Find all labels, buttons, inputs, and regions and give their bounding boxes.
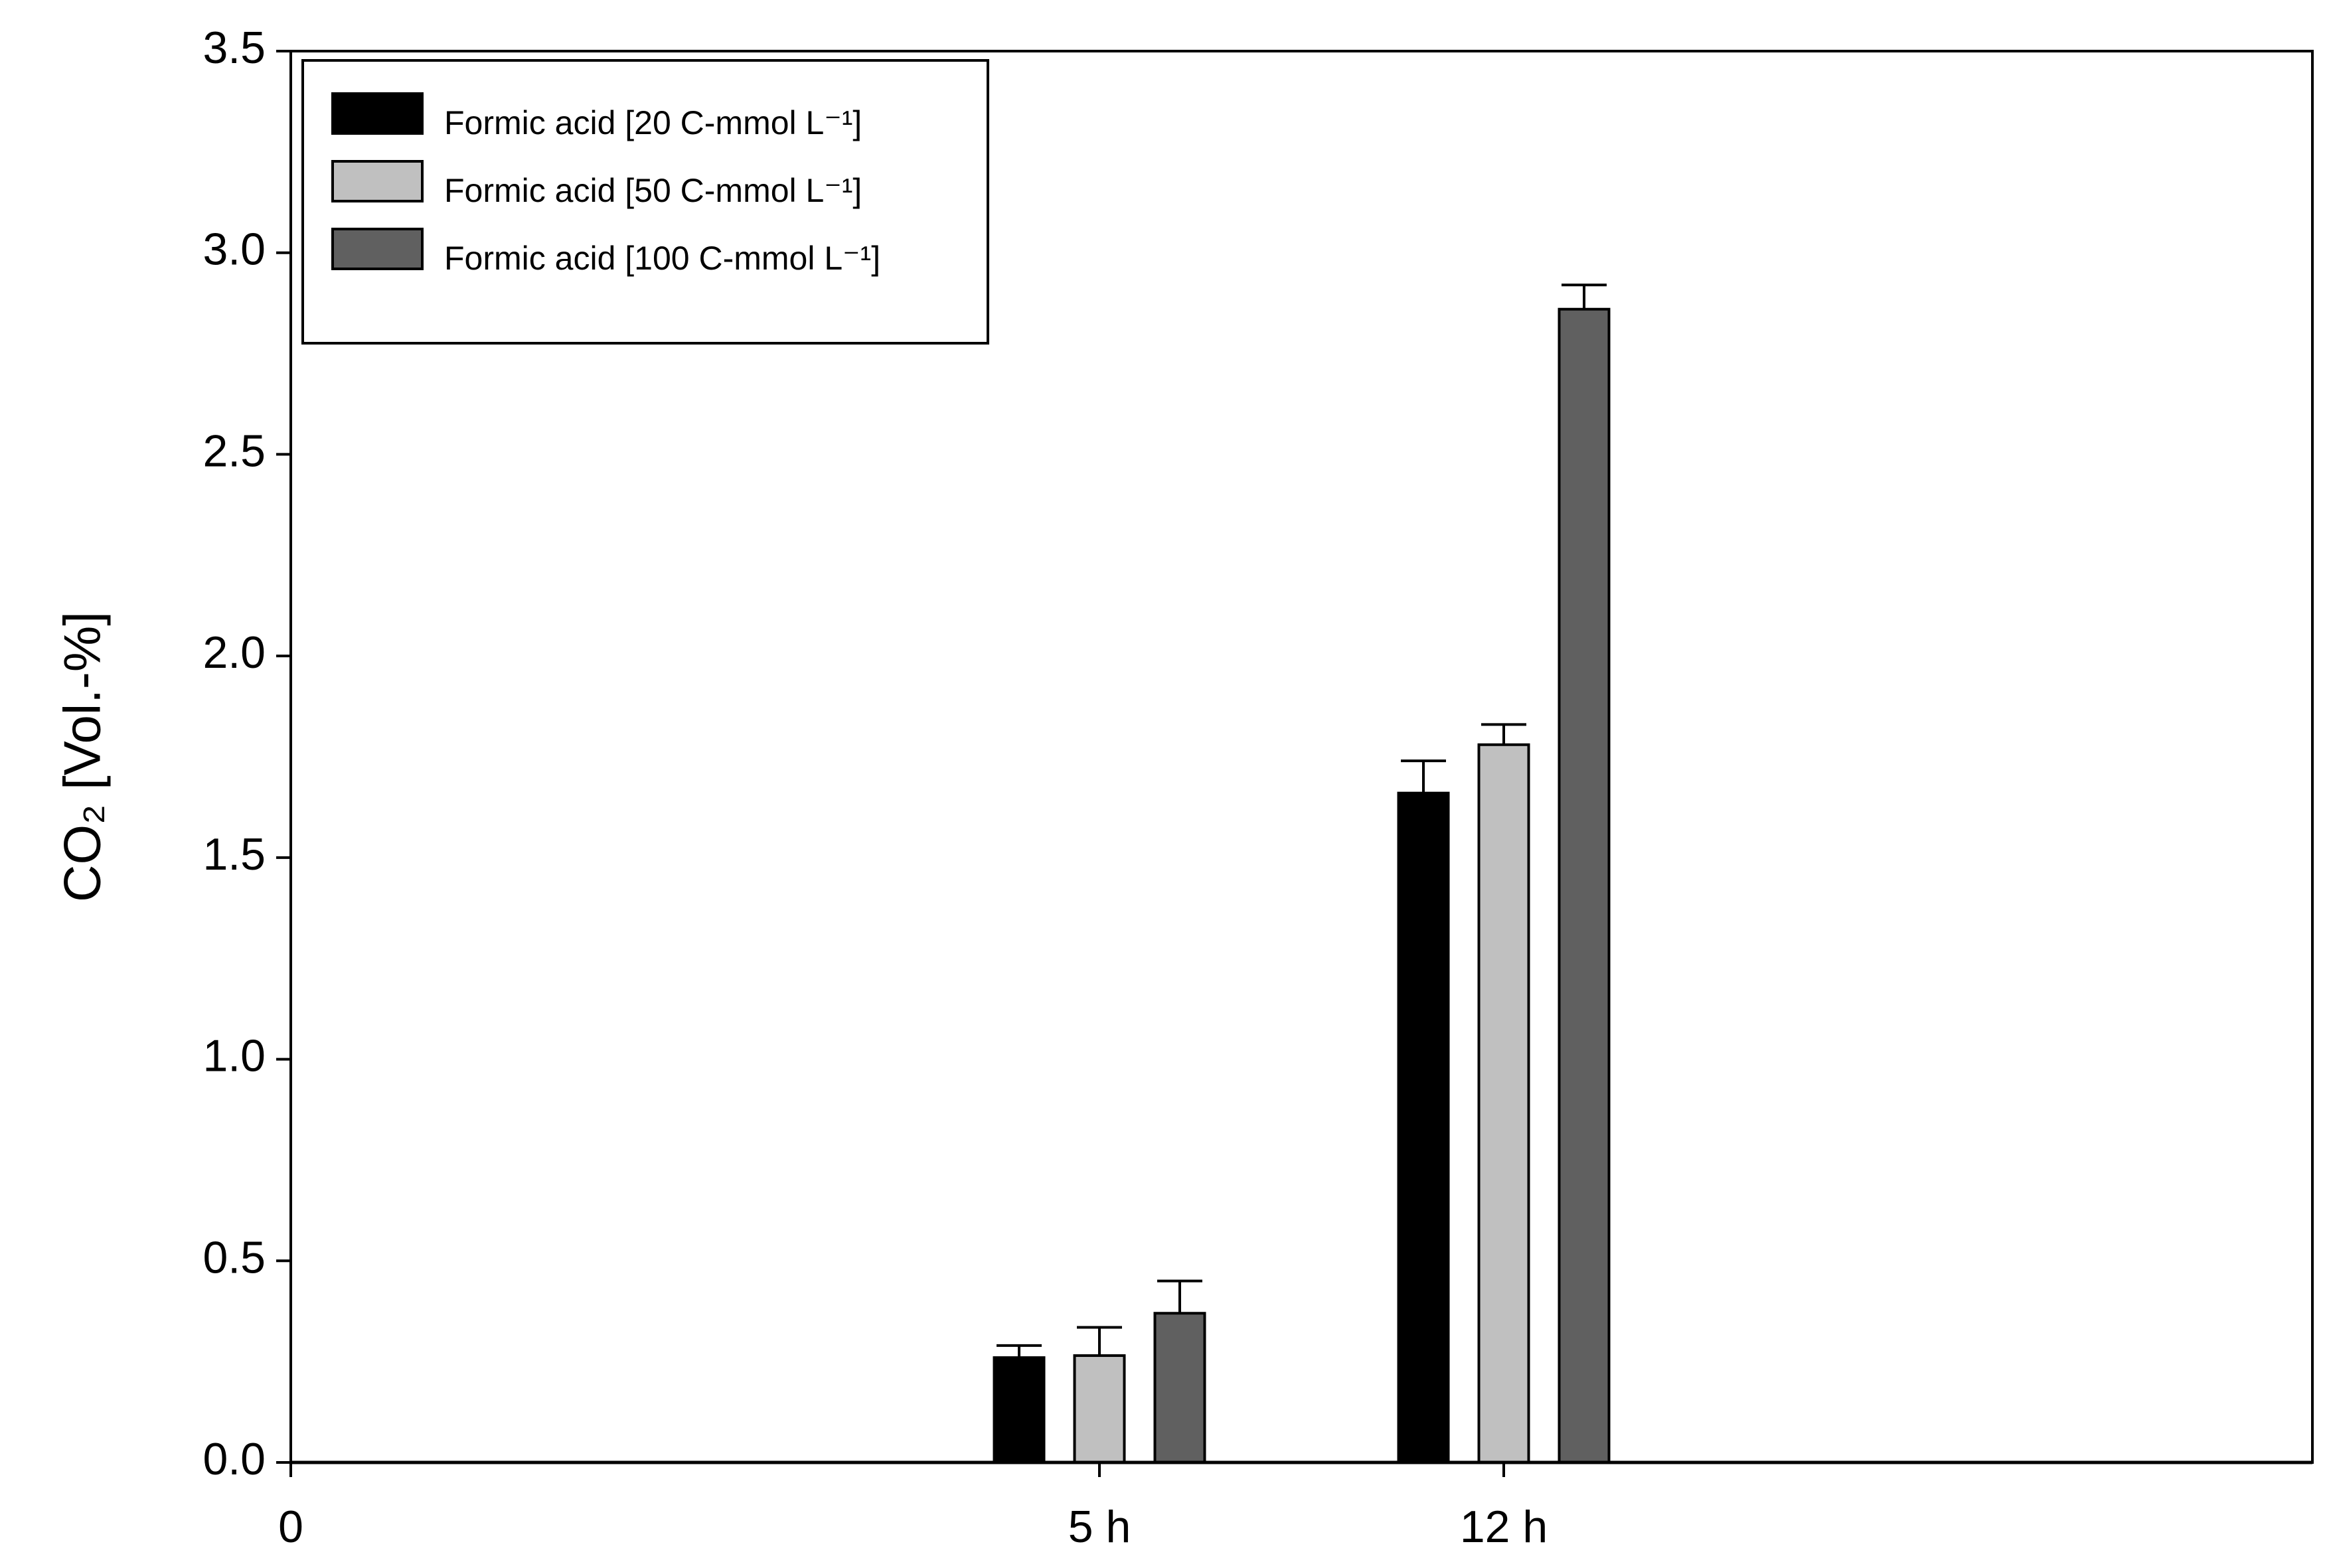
bar	[993, 1356, 1046, 1464]
y-tick-label: 2.0	[202, 627, 266, 678]
error-bar	[997, 1344, 1042, 1358]
legend: Formic acid [20 C-mmol L⁻¹] Formic acid […	[301, 59, 989, 345]
error-bar	[1481, 723, 1526, 745]
x-tick-label: 12 h	[1460, 1502, 1548, 1552]
y-tick-label: 0.5	[202, 1232, 266, 1283]
bar	[1477, 743, 1530, 1464]
error-bar	[1401, 759, 1446, 793]
legend-label: Formic acid [20 C-mmol L⁻¹]	[444, 104, 862, 141]
legend-swatch	[331, 228, 424, 270]
y-tick-label: 0.0	[202, 1434, 266, 1484]
bar	[1073, 1354, 1126, 1464]
legend-swatch	[331, 92, 424, 135]
x-tick-label: 5 h	[1068, 1502, 1131, 1552]
y-tick-label: 2.5	[202, 426, 266, 476]
error-bar	[1077, 1326, 1122, 1356]
y-tick-label: 1.0	[202, 1031, 266, 1081]
legend-swatch	[331, 160, 424, 202]
legend-label: Formic acid [100 C-mmol L⁻¹]	[444, 240, 880, 277]
y-tick-label: 3.5	[202, 23, 266, 73]
bar	[1397, 791, 1450, 1464]
y-tick-label: 3.0	[202, 224, 266, 275]
y-tick-label: 1.5	[202, 829, 266, 880]
bar	[1558, 307, 1611, 1464]
error-bar	[1157, 1279, 1202, 1314]
y-axis-label: CO₂ [Vol.-%]	[53, 611, 112, 902]
x-tick-label: 0	[278, 1502, 303, 1552]
error-bar	[1562, 283, 1607, 309]
legend-label: Formic acid [50 C-mmol L⁻¹]	[444, 172, 862, 209]
bar	[1153, 1312, 1206, 1464]
